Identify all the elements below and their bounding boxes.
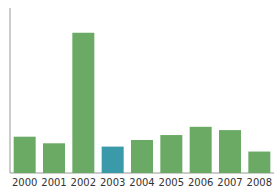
x-tick-label: 2008	[247, 177, 272, 188]
bar	[160, 135, 182, 173]
x-tick-label: 2004	[129, 177, 154, 188]
x-tick-label: 2001	[41, 177, 66, 188]
chart-container: 2000 2001 2002 2003 2004 2005 2006 2007 2008	[0, 0, 280, 195]
bar	[102, 147, 124, 173]
y-axis-line	[10, 8, 11, 173]
bars	[14, 33, 271, 173]
x-tick-label: 2000	[12, 177, 37, 188]
x-tick-label: 2006	[188, 177, 213, 188]
chart-svg: 2000 2001 2002 2003 2004 2005 2006 2007 2008	[0, 0, 280, 195]
bar	[14, 137, 36, 173]
bar	[43, 143, 65, 173]
x-tick-label: 2007	[217, 177, 242, 188]
bar	[190, 127, 212, 173]
bar	[72, 33, 94, 173]
bar	[248, 152, 270, 173]
bar	[219, 130, 241, 173]
x-tick-label: 2005	[159, 177, 184, 188]
bar	[131, 140, 153, 173]
x-tick-label: 2002	[71, 177, 96, 188]
x-tick-label: 2003	[100, 177, 125, 188]
